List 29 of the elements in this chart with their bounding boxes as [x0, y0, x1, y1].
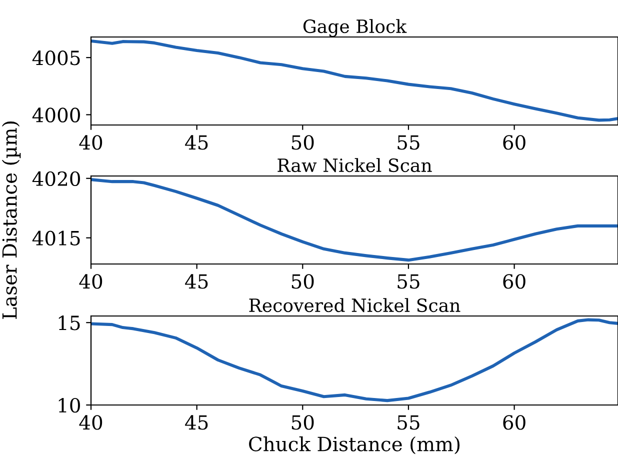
x-tick-label: 45 — [185, 415, 208, 430]
x-tick-label: 60 — [503, 274, 526, 289]
x-tick-label: 50 — [292, 135, 314, 150]
y-tick-label: 10 — [58, 398, 80, 413]
chart-title: Gage Block — [303, 19, 407, 37]
x-tick-label: 60 — [503, 415, 526, 430]
x-tick-label: 55 — [398, 415, 420, 430]
y-tick-label: 4005 — [32, 50, 80, 66]
x-axis-title: Chuck Distance (mm) — [249, 436, 460, 454]
x-tick-label: 40 — [79, 415, 102, 430]
chart-title: Recovered Nickel Scan — [249, 298, 460, 312]
x-tick-label: 45 — [185, 274, 208, 289]
chart-title: Raw Nickel Scan — [278, 158, 432, 172]
y-tick-label: 15 — [58, 316, 80, 330]
x-tick-label: 55 — [398, 135, 420, 150]
line-series — [91, 178, 618, 262]
x-tick-label: 40 — [79, 274, 102, 289]
x-tick-label: 50 — [292, 274, 314, 289]
x-tick-label: 45 — [185, 135, 208, 150]
y-tick-label: 4020 — [32, 171, 80, 186]
line-series — [91, 39, 618, 122]
x-tick-label: 50 — [292, 415, 314, 430]
y-tick-label: 4015 — [32, 230, 80, 246]
line-series — [91, 318, 618, 402]
y-axis-title: Laser Distance (µm) — [2, 122, 21, 319]
x-tick-label: 40 — [79, 135, 102, 150]
x-tick-label: 55 — [398, 274, 420, 289]
y-tick-label: 4000 — [32, 108, 80, 122]
x-tick-label: 60 — [503, 135, 526, 150]
